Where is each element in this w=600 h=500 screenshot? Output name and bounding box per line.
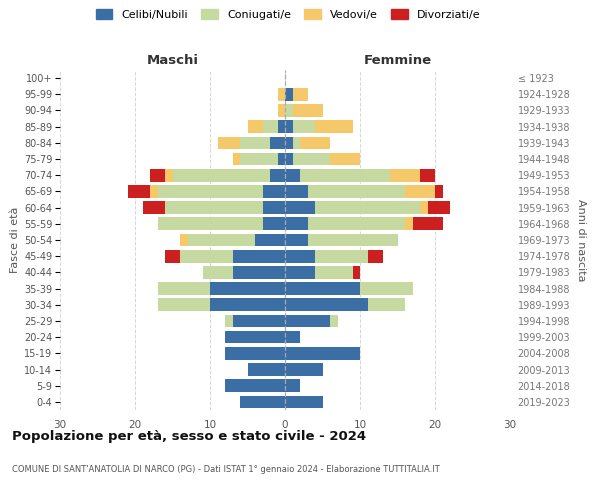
Bar [157, 218, 263, 230]
Bar [285, 185, 308, 198]
Bar [308, 234, 398, 246]
Bar [285, 380, 300, 392]
Bar [263, 185, 285, 198]
Bar [285, 152, 293, 166]
Bar [277, 104, 285, 117]
Bar [420, 202, 427, 214]
Bar [157, 185, 263, 198]
Text: COMUNE DI SANT'ANATOLIA DI NARCO (PG) - Dati ISTAT 1° gennaio 2024 - Elaborazion: COMUNE DI SANT'ANATOLIA DI NARCO (PG) - … [12, 465, 440, 474]
Bar [270, 136, 285, 149]
Bar [263, 202, 285, 214]
Bar [367, 250, 383, 262]
Bar [157, 282, 210, 295]
Bar [225, 314, 233, 328]
Bar [270, 169, 285, 181]
Bar [165, 202, 263, 214]
Bar [277, 88, 285, 101]
Bar [293, 104, 323, 117]
Bar [210, 282, 285, 295]
Bar [285, 282, 360, 295]
Bar [240, 136, 270, 149]
Bar [308, 218, 405, 230]
Bar [285, 88, 293, 101]
Bar [233, 152, 240, 166]
Bar [308, 185, 405, 198]
Bar [315, 266, 353, 278]
Bar [128, 185, 150, 198]
Bar [405, 218, 413, 230]
Bar [293, 88, 308, 101]
Bar [427, 202, 450, 214]
Bar [293, 120, 315, 133]
Bar [233, 314, 285, 328]
Bar [263, 120, 277, 133]
Bar [150, 169, 165, 181]
Bar [285, 250, 315, 262]
Bar [180, 234, 187, 246]
Bar [285, 120, 293, 133]
Bar [315, 120, 353, 133]
Bar [233, 250, 285, 262]
Bar [420, 169, 435, 181]
Y-axis label: Anni di nascita: Anni di nascita [576, 198, 586, 281]
Bar [240, 396, 285, 408]
Bar [285, 136, 293, 149]
Bar [285, 266, 315, 278]
Bar [285, 202, 315, 214]
Bar [285, 314, 330, 328]
Bar [367, 298, 405, 311]
Bar [165, 250, 180, 262]
Bar [330, 314, 337, 328]
Bar [285, 169, 300, 181]
Bar [285, 234, 308, 246]
Bar [390, 169, 420, 181]
Bar [413, 218, 443, 230]
Bar [225, 347, 285, 360]
Bar [285, 396, 323, 408]
Bar [285, 218, 308, 230]
Bar [360, 282, 413, 295]
Bar [165, 169, 173, 181]
Bar [143, 202, 165, 214]
Bar [277, 120, 285, 133]
Bar [225, 380, 285, 392]
Bar [255, 234, 285, 246]
Bar [285, 298, 367, 311]
Y-axis label: Fasce di età: Fasce di età [10, 207, 20, 273]
Bar [203, 266, 233, 278]
Bar [353, 266, 360, 278]
Text: Femmine: Femmine [364, 54, 431, 67]
Bar [277, 152, 285, 166]
Bar [330, 152, 360, 166]
Bar [405, 185, 435, 198]
Bar [293, 152, 330, 166]
Bar [225, 331, 285, 344]
Legend: Celibi/Nubili, Coniugati/e, Vedovi/e, Divorziati/e: Celibi/Nubili, Coniugati/e, Vedovi/e, Di… [91, 5, 485, 24]
Bar [210, 298, 285, 311]
Bar [157, 298, 210, 311]
Bar [285, 363, 323, 376]
Bar [218, 136, 240, 149]
Bar [285, 331, 300, 344]
Bar [233, 266, 285, 278]
Bar [293, 136, 300, 149]
Text: Popolazione per età, sesso e stato civile - 2024: Popolazione per età, sesso e stato civil… [12, 430, 366, 443]
Bar [187, 234, 255, 246]
Bar [173, 169, 270, 181]
Bar [248, 120, 263, 133]
Bar [240, 152, 277, 166]
Bar [300, 136, 330, 149]
Bar [315, 250, 367, 262]
Bar [248, 363, 285, 376]
Bar [285, 347, 360, 360]
Bar [435, 185, 443, 198]
Bar [300, 169, 390, 181]
Text: Maschi: Maschi [146, 54, 199, 67]
Bar [150, 185, 157, 198]
Bar [285, 104, 293, 117]
Bar [315, 202, 420, 214]
Bar [180, 250, 233, 262]
Bar [263, 218, 285, 230]
